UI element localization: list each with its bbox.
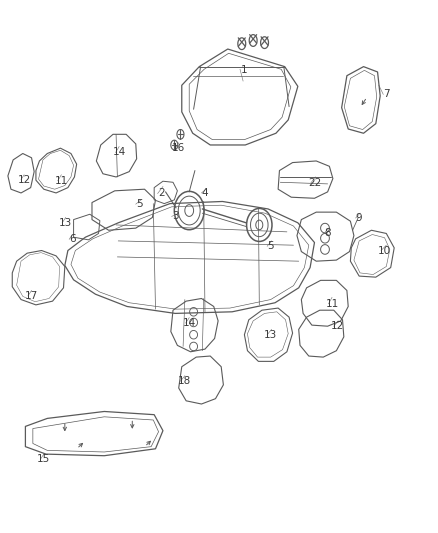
Text: 13: 13 (59, 218, 72, 228)
Text: 3: 3 (172, 212, 179, 221)
Text: 1: 1 (241, 66, 248, 75)
Text: 14: 14 (113, 148, 126, 157)
Text: 12: 12 (18, 175, 31, 184)
Text: 11: 11 (325, 299, 339, 309)
Text: 7: 7 (383, 90, 390, 99)
Text: 13: 13 (264, 330, 277, 340)
Text: 10: 10 (378, 246, 391, 255)
Text: 4: 4 (201, 188, 208, 198)
Text: 12: 12 (331, 321, 344, 331)
Text: 2: 2 (158, 189, 165, 198)
Text: 9: 9 (356, 213, 363, 223)
Text: 11: 11 (55, 176, 68, 185)
Text: 15: 15 (37, 455, 50, 464)
Text: 5: 5 (267, 241, 274, 251)
Text: 18: 18 (177, 376, 191, 386)
Text: 14: 14 (183, 318, 196, 328)
Text: 16: 16 (172, 143, 185, 153)
Text: 17: 17 (25, 291, 38, 301)
Text: 5: 5 (136, 199, 143, 209)
Text: 6: 6 (69, 235, 76, 244)
Text: 8: 8 (324, 229, 331, 238)
Text: 22: 22 (308, 178, 321, 188)
